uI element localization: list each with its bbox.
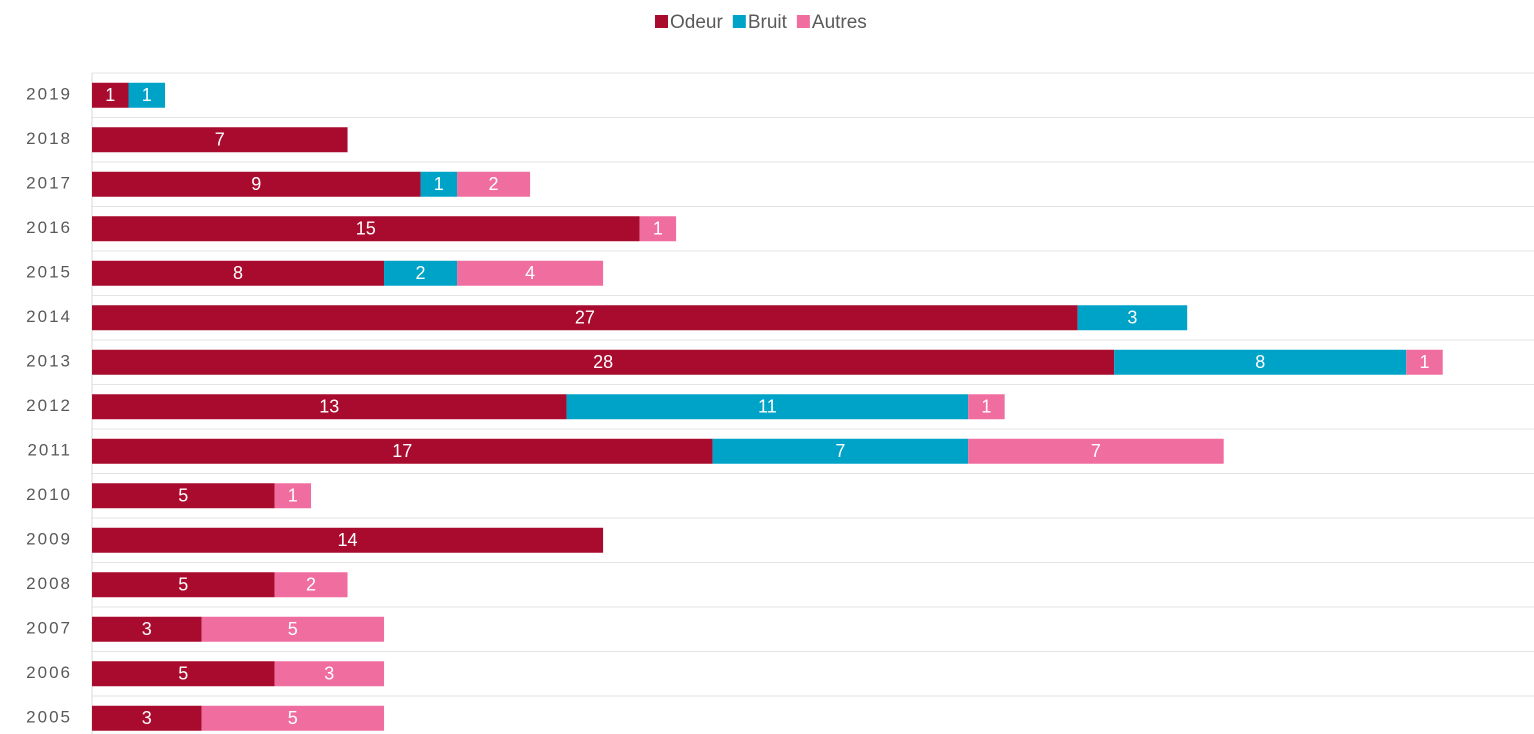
data-label: 7	[1091, 441, 1101, 461]
y-tick-label: 2013	[26, 352, 72, 371]
bar-segment	[92, 82, 129, 108]
legend-swatch	[796, 15, 810, 28]
bar-segment	[274, 483, 312, 509]
bar-segment	[639, 216, 677, 242]
y-tick-label: 2008	[26, 574, 72, 593]
legend-label: Odeur	[670, 12, 723, 33]
bar-segment	[712, 438, 969, 464]
bar-segment	[92, 572, 275, 598]
data-label: 13	[319, 397, 339, 417]
bar-segment	[92, 127, 348, 153]
bar-segment	[274, 572, 348, 598]
bar-segment	[92, 171, 421, 197]
data-label: 2	[306, 575, 316, 595]
y-tick-label: 2011	[27, 441, 72, 460]
y-tick-label: 2014	[26, 307, 72, 326]
y-tick-label: 2005	[26, 708, 72, 727]
data-label: 7	[835, 441, 845, 461]
data-label: 8	[233, 263, 243, 283]
bar-segment	[92, 260, 385, 286]
bar-segment	[968, 394, 1005, 420]
data-label: 9	[251, 174, 261, 194]
y-tick-label: 2015	[26, 263, 72, 282]
data-label: 15	[356, 219, 376, 239]
bar-segment	[92, 438, 713, 464]
y-tick-label: 2018	[26, 129, 72, 148]
data-label: 8	[1255, 352, 1265, 372]
data-label: 2	[416, 263, 426, 283]
y-tick-label: 2009	[26, 530, 72, 549]
bar-segment	[1077, 305, 1188, 331]
bar-segment	[92, 305, 1078, 331]
legend-label: Bruit	[748, 12, 788, 33]
y-tick-label: 2017	[26, 174, 72, 193]
data-label: 4	[525, 263, 535, 283]
data-label: 2	[489, 174, 499, 194]
bar-segment	[92, 616, 202, 642]
data-label: 1	[981, 397, 991, 417]
data-label: 1	[142, 85, 152, 105]
data-label: 11	[758, 397, 777, 417]
bar-segment	[201, 705, 385, 731]
y-tick-label: 2007	[26, 619, 72, 638]
bar-segment	[128, 82, 166, 108]
data-label: 27	[575, 308, 595, 328]
data-label: 28	[593, 352, 613, 372]
bar-segment	[1114, 349, 1407, 375]
data-label: 1	[434, 174, 444, 194]
y-tick-label: 2016	[26, 218, 72, 237]
data-label: 1	[653, 219, 663, 239]
legend-label: Autres	[812, 12, 867, 33]
bar-segment	[92, 216, 640, 242]
legend-swatch	[655, 15, 668, 28]
legend-swatch	[732, 15, 746, 28]
data-label: 1	[105, 85, 115, 105]
bar-segment	[420, 171, 458, 197]
bar-segment	[92, 483, 275, 509]
bar-segment	[457, 260, 604, 286]
data-label: 7	[215, 130, 225, 150]
data-label: 5	[178, 664, 188, 684]
bar-segment	[92, 394, 567, 420]
data-label: 3	[1127, 308, 1137, 328]
data-label: 17	[392, 441, 412, 461]
bar-segment	[92, 349, 1115, 375]
data-label: 1	[288, 486, 298, 506]
y-tick-label: 2006	[26, 663, 72, 682]
bar-segment	[92, 705, 202, 731]
data-label: 14	[338, 530, 358, 550]
bar-segment	[92, 527, 604, 553]
data-label: 5	[288, 619, 298, 639]
data-label: 5	[288, 708, 298, 728]
y-tick-label: 2012	[26, 396, 72, 415]
bar-segment	[201, 616, 385, 642]
bar-segment	[566, 394, 969, 420]
bar-segment	[457, 171, 531, 197]
y-tick-label: 2010	[26, 485, 72, 504]
data-label: 3	[324, 664, 334, 684]
data-label: 1	[1419, 352, 1429, 372]
data-label: 3	[142, 619, 152, 639]
y-tick-label: 2019	[26, 85, 72, 104]
bar-segment	[92, 661, 275, 687]
bar-segment	[968, 438, 1224, 464]
bar-segment	[274, 661, 385, 687]
bar-segment	[1406, 349, 1443, 375]
data-label: 5	[178, 486, 188, 506]
bar-segment	[384, 260, 458, 286]
data-label: 5	[178, 575, 188, 595]
data-label: 3	[142, 708, 152, 728]
